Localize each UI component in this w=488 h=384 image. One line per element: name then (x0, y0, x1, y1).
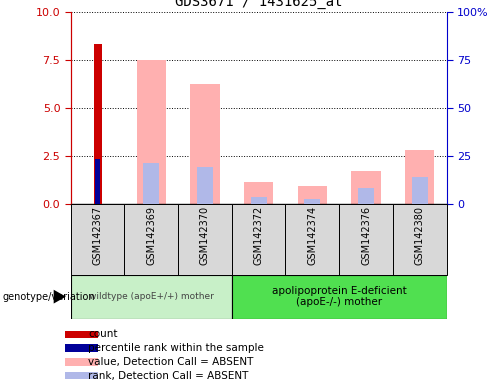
Title: GDS3671 / 1431625_at: GDS3671 / 1431625_at (175, 0, 343, 9)
Bar (190, 84, 220, 204)
Bar (393, 204, 447, 275)
Text: GSM142370: GSM142370 (200, 206, 210, 265)
Bar (405, 150, 434, 204)
Bar (298, 186, 327, 204)
Bar (95, 159, 101, 204)
Bar (197, 167, 213, 204)
Bar (351, 171, 381, 204)
Text: GSM142372: GSM142372 (254, 206, 264, 265)
Bar (65, 331, 98, 338)
Text: rank, Detection Call = ABSENT: rank, Detection Call = ABSENT (88, 371, 248, 381)
Text: GSM142367: GSM142367 (93, 206, 102, 265)
Bar (137, 60, 166, 204)
Bar (339, 204, 393, 275)
Text: wildtype (apoE+/+) mother: wildtype (apoE+/+) mother (89, 292, 214, 301)
Bar (143, 163, 159, 204)
Bar (65, 372, 98, 379)
Bar (65, 358, 98, 366)
Text: GSM142376: GSM142376 (361, 206, 371, 265)
Bar (305, 199, 321, 204)
Polygon shape (54, 290, 66, 303)
Bar (124, 204, 178, 275)
Text: GSM142380: GSM142380 (415, 206, 425, 265)
Text: GSM142369: GSM142369 (146, 206, 156, 265)
Bar (251, 197, 267, 204)
Bar (412, 177, 427, 204)
Bar (232, 204, 285, 275)
Bar (65, 344, 98, 352)
Bar (244, 182, 273, 204)
Bar (71, 275, 232, 319)
Bar (178, 204, 232, 275)
Bar (232, 275, 447, 319)
Bar (285, 204, 339, 275)
Bar (358, 188, 374, 204)
Text: percentile rank within the sample: percentile rank within the sample (88, 343, 264, 353)
Text: GSM142374: GSM142374 (307, 206, 317, 265)
Bar (71, 204, 124, 275)
Text: count: count (88, 329, 118, 339)
Text: apolipoprotein E-deficient
(apoE-/-) mother: apolipoprotein E-deficient (apoE-/-) mot… (272, 286, 407, 308)
Bar (94, 44, 102, 204)
Text: genotype/variation: genotype/variation (2, 291, 95, 302)
Text: value, Detection Call = ABSENT: value, Detection Call = ABSENT (88, 357, 253, 367)
